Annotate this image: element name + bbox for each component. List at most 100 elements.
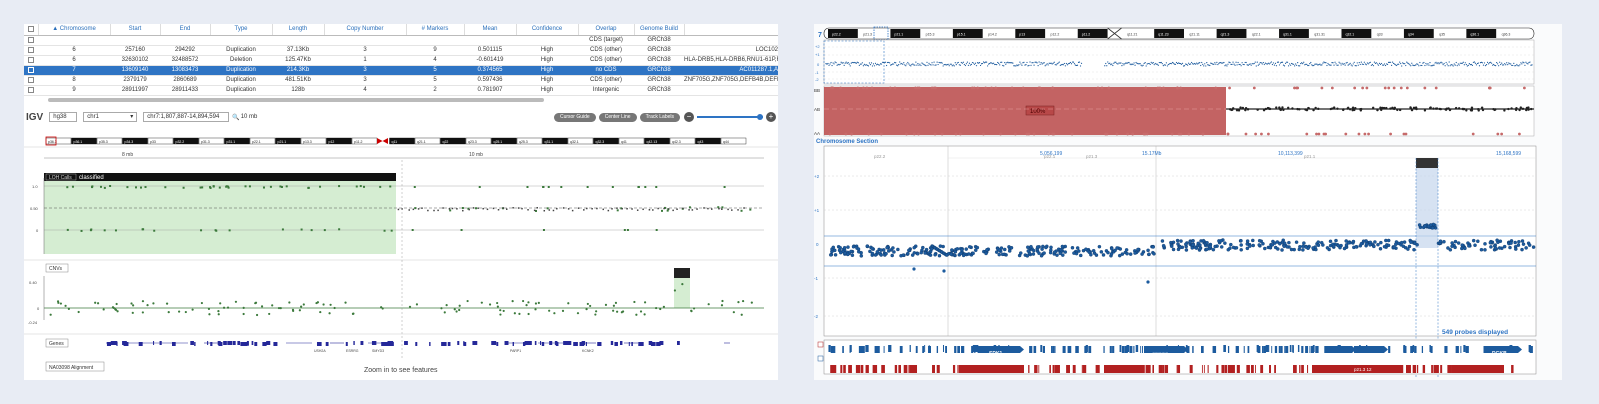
- ideogram-band[interactable]: [300, 137, 327, 145]
- ideogram-band[interactable]: [1077, 29, 1108, 38]
- table-row[interactable]: 6 32630102 32488572 Deletion 125.47Kb 1 4 -0.60…: [24, 55, 778, 66]
- col-overlap[interactable]: Overlap: [578, 24, 635, 36]
- locus-input[interactable]: chr7:1,807,887-14,894,594: [143, 112, 230, 122]
- ideogram-band[interactable]: [542, 137, 568, 145]
- ideogram-band[interactable]: [1403, 29, 1434, 38]
- table-row[interactable]: 6 257160 294292 Duplication 37.13Kb 3 9 0.50111…: [24, 45, 778, 56]
- ideogram-band[interactable]: [1279, 29, 1309, 38]
- center-line-button[interactable]: Center Line: [598, 112, 637, 122]
- baf-view[interactable]: 100% BB AB AA: [814, 85, 1535, 137]
- ideogram-band[interactable]: [1466, 29, 1497, 38]
- table-horizontal-scrollbar[interactable]: [48, 98, 544, 102]
- loh-track[interactable]: LOH Calls classified 1.0 0.50 0: [30, 173, 764, 254]
- ideogram-band[interactable]: [1216, 29, 1247, 38]
- igv-ideogram[interactable]: p36.3 p36.1 p35.3 p34.3 p33 p32.2 p31.3 p31.1 p2…: [45, 136, 747, 146]
- ideogram-band[interactable]: [984, 29, 1014, 38]
- zoom-in-button[interactable]: +: [766, 112, 776, 122]
- zoom-slider[interactable]: [697, 112, 763, 122]
- cnv-duplication-region[interactable]: [674, 276, 690, 308]
- ideogram-band[interactable]: [198, 137, 225, 145]
- col-mean[interactable]: Mean: [464, 24, 517, 36]
- table-row[interactable]: 9 28911997 28911433 Duplication 128b 4 2 0.7819…: [24, 85, 778, 96]
- col-length[interactable]: Length: [272, 24, 325, 36]
- col-genome-build[interactable]: Genome Build: [634, 24, 685, 36]
- ideogram-band[interactable]: [567, 137, 594, 145]
- genome-lrr-view[interactable]: +2 +1 0 -1 -2: [815, 39, 1535, 85]
- ideogram-band[interactable]: [249, 137, 276, 145]
- ideogram-band[interactable]: [952, 29, 983, 38]
- ideogram-band[interactable]: [224, 137, 250, 145]
- table-row[interactable]: 8 2379179 2860689 Duplication 481.51Kb 3 5 0.59…: [24, 75, 778, 86]
- alignment-track[interactable]: NA03098 Alignment Zoom in to see feature…: [45, 361, 438, 374]
- ideogram-band[interactable]: [1154, 29, 1184, 38]
- zoom-window[interactable]: [823, 40, 885, 84]
- ideogram-band[interactable]: [71, 137, 97, 145]
- ideogram-band[interactable]: [1435, 29, 1465, 38]
- loh-region[interactable]: [44, 178, 396, 254]
- row-checkbox[interactable]: [24, 75, 38, 86]
- genes-track[interactable]: Genes USH2A ESRRG SMYD3 PARP1 KCNK2: [45, 338, 730, 353]
- ideogram-band[interactable]: [921, 29, 952, 38]
- ideogram-band[interactable]: [1247, 29, 1278, 38]
- loh-region[interactable]: [824, 87, 1226, 135]
- col-genes[interactable]: [684, 24, 778, 36]
- select-all-checkbox[interactable]: [24, 24, 39, 36]
- ideogram-band[interactable]: [1310, 29, 1341, 38]
- col-start[interactable]: Start: [110, 24, 161, 36]
- row-checkbox[interactable]: [24, 85, 38, 96]
- cnv-duplication-bar[interactable]: [674, 268, 690, 278]
- ideogram-band[interactable]: [173, 137, 199, 145]
- ideogram-band[interactable]: [890, 29, 921, 38]
- ideogram-band[interactable]: [326, 137, 352, 145]
- ideogram-band[interactable]: [491, 137, 517, 145]
- zoom-out-button[interactable]: −: [684, 112, 694, 122]
- genome-select[interactable]: hg38: [49, 112, 78, 122]
- ideogram-band[interactable]: [1497, 29, 1528, 38]
- ideogram-band[interactable]: [1341, 29, 1372, 38]
- ref-track-toggle-icon[interactable]: [817, 355, 824, 362]
- table-row[interactable]: 7 13609140 13083473 Duplication 214.3Kb 3 5 0.3…: [24, 65, 778, 76]
- row-checkbox[interactable]: [24, 35, 38, 46]
- ideogram-band[interactable]: [440, 137, 466, 145]
- ideogram-band[interactable]: [122, 137, 148, 145]
- loh-call-bar[interactable]: [44, 173, 396, 181]
- ideogram-band[interactable]: [1372, 29, 1403, 38]
- chromosome-select[interactable]: chr1 ▾: [83, 112, 138, 122]
- chas-ideogram[interactable]: p22.2 p21.3 p21.1 p15.3 p15.1 p14.2 p13 p12.2 p1…: [823, 26, 1535, 41]
- row-checkbox[interactable]: [24, 65, 38, 76]
- ideogram-band[interactable]: [1015, 29, 1046, 38]
- ideogram-band[interactable]: [147, 137, 174, 145]
- ideogram-band[interactable]: [516, 137, 543, 145]
- ideogram-band[interactable]: [593, 137, 619, 145]
- col-chromosome[interactable]: ▲ Chromosome: [38, 24, 111, 36]
- duplication-highlight[interactable]: [1416, 158, 1438, 248]
- search-icon[interactable]: 🔍: [232, 114, 240, 121]
- col-copy-number[interactable]: Copy Number: [324, 24, 407, 36]
- ideogram-band[interactable]: [828, 29, 858, 38]
- ideogram-band[interactable]: [695, 137, 721, 145]
- ideogram-band[interactable]: [720, 137, 747, 145]
- ideogram-band[interactable]: [465, 137, 492, 145]
- col-end[interactable]: End: [160, 24, 211, 36]
- chas-gene-tracks[interactable]: SDK1 GRID2IP DGKB p21.3 12: [817, 339, 1537, 375]
- duplication-bar[interactable]: [1416, 158, 1438, 168]
- row-checkbox[interactable]: [24, 45, 38, 56]
- cursor-guide-button[interactable]: Cursor Guide: [553, 112, 596, 122]
- gene-track-toggle-icon[interactable]: [817, 341, 824, 348]
- ideogram-band[interactable]: [275, 137, 301, 145]
- col-type[interactable]: Type: [210, 24, 273, 36]
- ideogram-band[interactable]: [618, 137, 645, 145]
- ideogram-band[interactable]: [1122, 29, 1153, 38]
- ideogram-band[interactable]: [414, 137, 441, 145]
- chromosome-section-view[interactable]: 5,056,199 15.17Mb 10,113,399 15,168,599 …: [814, 145, 1537, 378]
- track-labels-button[interactable]: Track Labels: [639, 112, 680, 122]
- ideogram-band[interactable]: [1046, 29, 1077, 38]
- ideogram-band[interactable]: [669, 137, 696, 145]
- ideogram-band[interactable]: [389, 137, 415, 145]
- cnv-track[interactable]: CNVs 0.40 0 -0.24: [28, 263, 764, 325]
- ideogram-current-region[interactable]: [45, 136, 57, 146]
- col-confidence[interactable]: Confidence: [516, 24, 579, 36]
- ideogram-band[interactable]: [1185, 29, 1216, 38]
- table-row[interactable]: CDS (target) GRCh38: [24, 35, 778, 46]
- ideogram-band[interactable]: [644, 137, 670, 145]
